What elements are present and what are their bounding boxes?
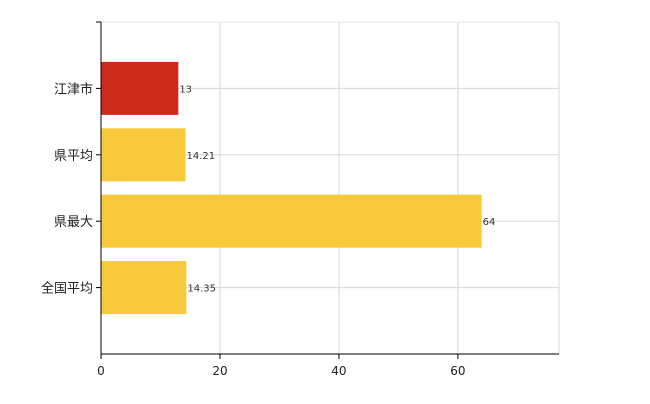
category-label: 県平均 xyxy=(54,149,93,164)
data-label: 13 xyxy=(179,84,192,95)
bars xyxy=(101,61,482,315)
bar xyxy=(101,128,186,182)
axes xyxy=(96,21,559,359)
bar xyxy=(101,61,179,115)
data-label: 64 xyxy=(483,217,496,228)
data-label: 14.21 xyxy=(187,151,216,162)
category-label: 県最大 xyxy=(54,215,93,230)
bar xyxy=(101,194,482,248)
bar xyxy=(101,261,187,315)
x-tick-label: 20 xyxy=(212,364,227,378)
x-tick-label: 60 xyxy=(450,364,465,378)
grid-lines xyxy=(101,21,560,354)
category-label: 江津市 xyxy=(54,81,93,97)
x-tick-label: 0 xyxy=(97,364,105,378)
data-label: 14.35 xyxy=(187,284,216,295)
x-tick-label: 40 xyxy=(331,364,346,378)
category-label: 全国平均 xyxy=(41,281,93,297)
